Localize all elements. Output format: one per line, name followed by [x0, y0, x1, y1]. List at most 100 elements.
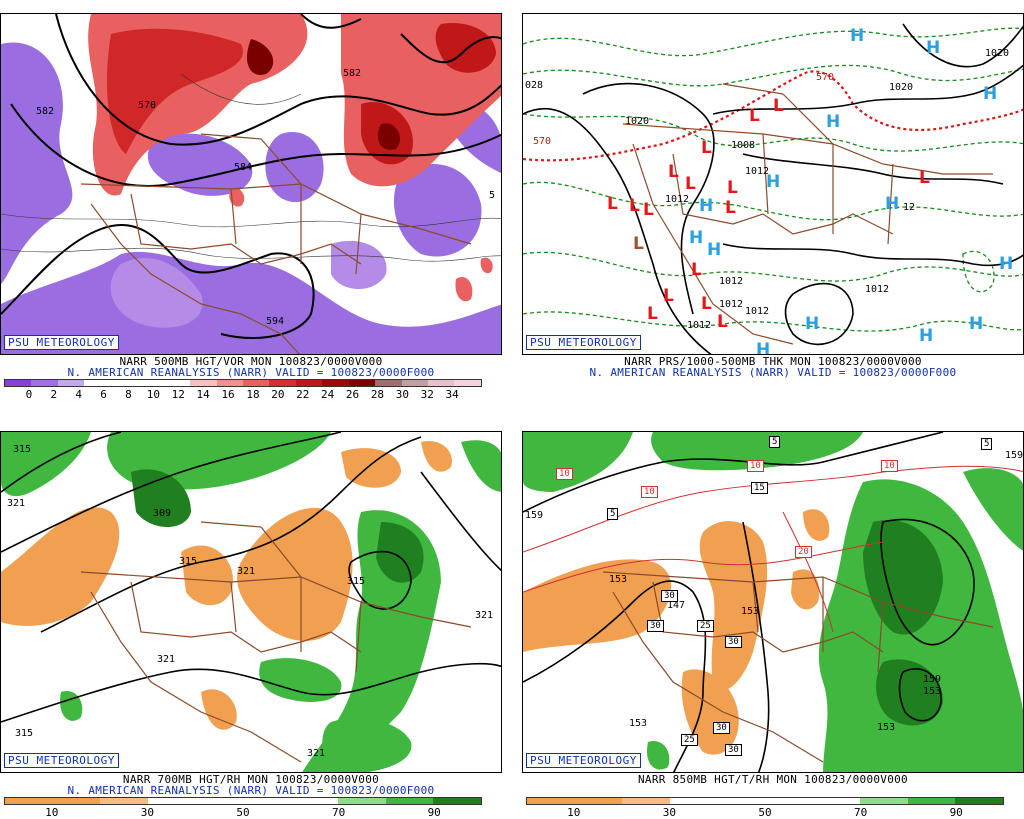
contour-label: 1012 — [665, 194, 690, 205]
high-pressure-marker: H — [850, 26, 865, 46]
colorbar-swatch — [955, 798, 1003, 804]
contour-label: 1008 — [731, 140, 756, 151]
low-pressure-marker: L — [629, 196, 640, 216]
contour-label: 315 — [13, 444, 32, 455]
rh850-map-graphic — [523, 432, 1023, 772]
colorbar-swatch — [717, 798, 765, 804]
colorbar-tick-label: 14 — [196, 388, 210, 401]
temp-label: 10 — [641, 486, 658, 498]
high-pressure-marker: H — [826, 112, 841, 132]
colorbar-swatch — [401, 380, 428, 386]
colorbar-swatch — [163, 380, 191, 386]
contour-label: 153 — [877, 722, 896, 733]
high-pressure-marker: H — [756, 340, 771, 355]
colorbar-swatch — [907, 798, 956, 804]
contour-label: 1020 — [625, 116, 650, 127]
contour-label: 159 — [1005, 450, 1024, 461]
contour-label: 309 — [153, 508, 172, 519]
colorbar-tick-label: 10 — [567, 806, 581, 819]
colorbar-swatch — [5, 798, 53, 804]
colorbar-swatch — [147, 798, 196, 804]
colorbar-tick-label: 8 — [125, 388, 132, 401]
contour-label: 5 — [489, 190, 496, 201]
high-pressure-marker: H — [969, 314, 984, 334]
temp-label: 30 — [713, 722, 730, 734]
temp-label: 10 — [556, 468, 573, 480]
high-pressure-marker: H — [805, 314, 820, 334]
colorbar-swatch — [84, 380, 111, 386]
colorbar-tick-label: 22 — [296, 388, 310, 401]
colorbar-swatch — [812, 798, 861, 804]
colorbar-swatch — [669, 798, 718, 804]
contour-label: 584 — [234, 162, 253, 173]
contour-label: 321 — [157, 654, 176, 665]
temp-label: 20 — [795, 546, 812, 558]
low-pressure-marker: L — [643, 200, 654, 220]
colorbar — [526, 797, 1004, 805]
colorbar-tick-label: 4 — [75, 388, 82, 401]
low-pressure-marker: L — [663, 286, 674, 306]
low-pressure-marker: L — [633, 234, 644, 254]
temp-label: 25 — [681, 734, 698, 746]
contour-label: 321 — [237, 566, 256, 577]
contour-label: 321 — [475, 610, 494, 621]
contour-label: 582 — [343, 68, 362, 79]
colorbar-swatch — [338, 798, 386, 804]
contour-label: 570 — [138, 100, 157, 111]
colorbar-tick-label: 34 — [445, 388, 459, 401]
contour-label: 153 — [923, 686, 942, 697]
low-pressure-marker: L — [727, 178, 738, 198]
colorbar-tick-label: 6 — [100, 388, 107, 401]
contour-label: 1012 — [719, 299, 744, 310]
temp-label: 30 — [725, 744, 742, 756]
colorbar — [4, 797, 482, 805]
temp-label: 10 — [747, 460, 764, 472]
temp-label: 5 — [769, 436, 781, 448]
caption-valid: N. AMERICAN REANALYSIS (NARR) VALID = 10… — [589, 366, 957, 379]
colorbar-tick-label: 28 — [370, 388, 385, 401]
contour-label: 570 — [816, 72, 835, 83]
contour-label: 321 — [7, 498, 26, 509]
colorbar-tick-label: 12 — [171, 388, 185, 401]
high-pressure-marker: H — [926, 38, 941, 58]
high-pressure-marker: H — [699, 196, 714, 216]
contour-label: 12 — [903, 202, 916, 213]
low-pressure-marker: L — [647, 304, 658, 324]
low-pressure-marker: L — [725, 198, 736, 218]
temp-label: 5 — [981, 438, 993, 450]
colorbar-tick-label: 30 — [395, 388, 409, 401]
contour-label: 028 — [525, 80, 544, 91]
temp-label: 5 — [607, 508, 619, 520]
vorticity-map: 582 570 582 584 594 5 — [0, 13, 502, 355]
colorbar-tick-label: 30 — [140, 806, 155, 819]
caption-valid: N. AMERICAN REANALYSIS (NARR) VALID = 10… — [67, 366, 435, 379]
colorbar-swatch — [433, 798, 481, 804]
colorbar — [4, 379, 482, 387]
colorbar-tick-label: 50 — [758, 806, 772, 819]
contour-label: 570 — [533, 136, 552, 147]
colorbar-swatch — [216, 380, 243, 386]
contour-label: 315 — [15, 728, 34, 739]
caption-product: NARR PRS/1000-500MB THK MON 100823/0000V… — [624, 355, 922, 368]
colorbar-swatch — [348, 380, 376, 386]
colorbar-tick-label: 50 — [236, 806, 250, 819]
contour-label: 153 — [741, 606, 760, 617]
temp-label: 15 — [751, 482, 768, 494]
colorbar-tick-label: 24 — [321, 388, 335, 401]
panel-700mb-rh: 315 321 309 315 321 315 321 321 315 321 … — [0, 418, 502, 819]
colorbar-swatch — [5, 380, 32, 386]
contour-label: 321 — [307, 748, 326, 759]
colorbar-ticks: 10 30 50 70 90 — [526, 806, 1004, 819]
high-pressure-marker: H — [885, 194, 900, 214]
contour-label: 153 — [629, 718, 648, 729]
contour-label: 1012 — [745, 306, 770, 317]
rh850-map: 159 153 147 153 153 153 159 159 153 10 1… — [522, 431, 1024, 773]
colorbar-tick-label: 10 — [45, 806, 59, 819]
high-pressure-marker: H — [689, 228, 704, 248]
colorbar-swatch — [137, 380, 164, 386]
high-pressure-marker: H — [707, 240, 722, 260]
contour-label: 1012 — [865, 284, 890, 295]
colorbar-swatch — [574, 798, 623, 804]
low-pressure-marker: L — [607, 194, 618, 214]
panel-pressure-thickness: 028 570 570 1020 1020 1020 1008 1012 101… — [522, 0, 1024, 400]
